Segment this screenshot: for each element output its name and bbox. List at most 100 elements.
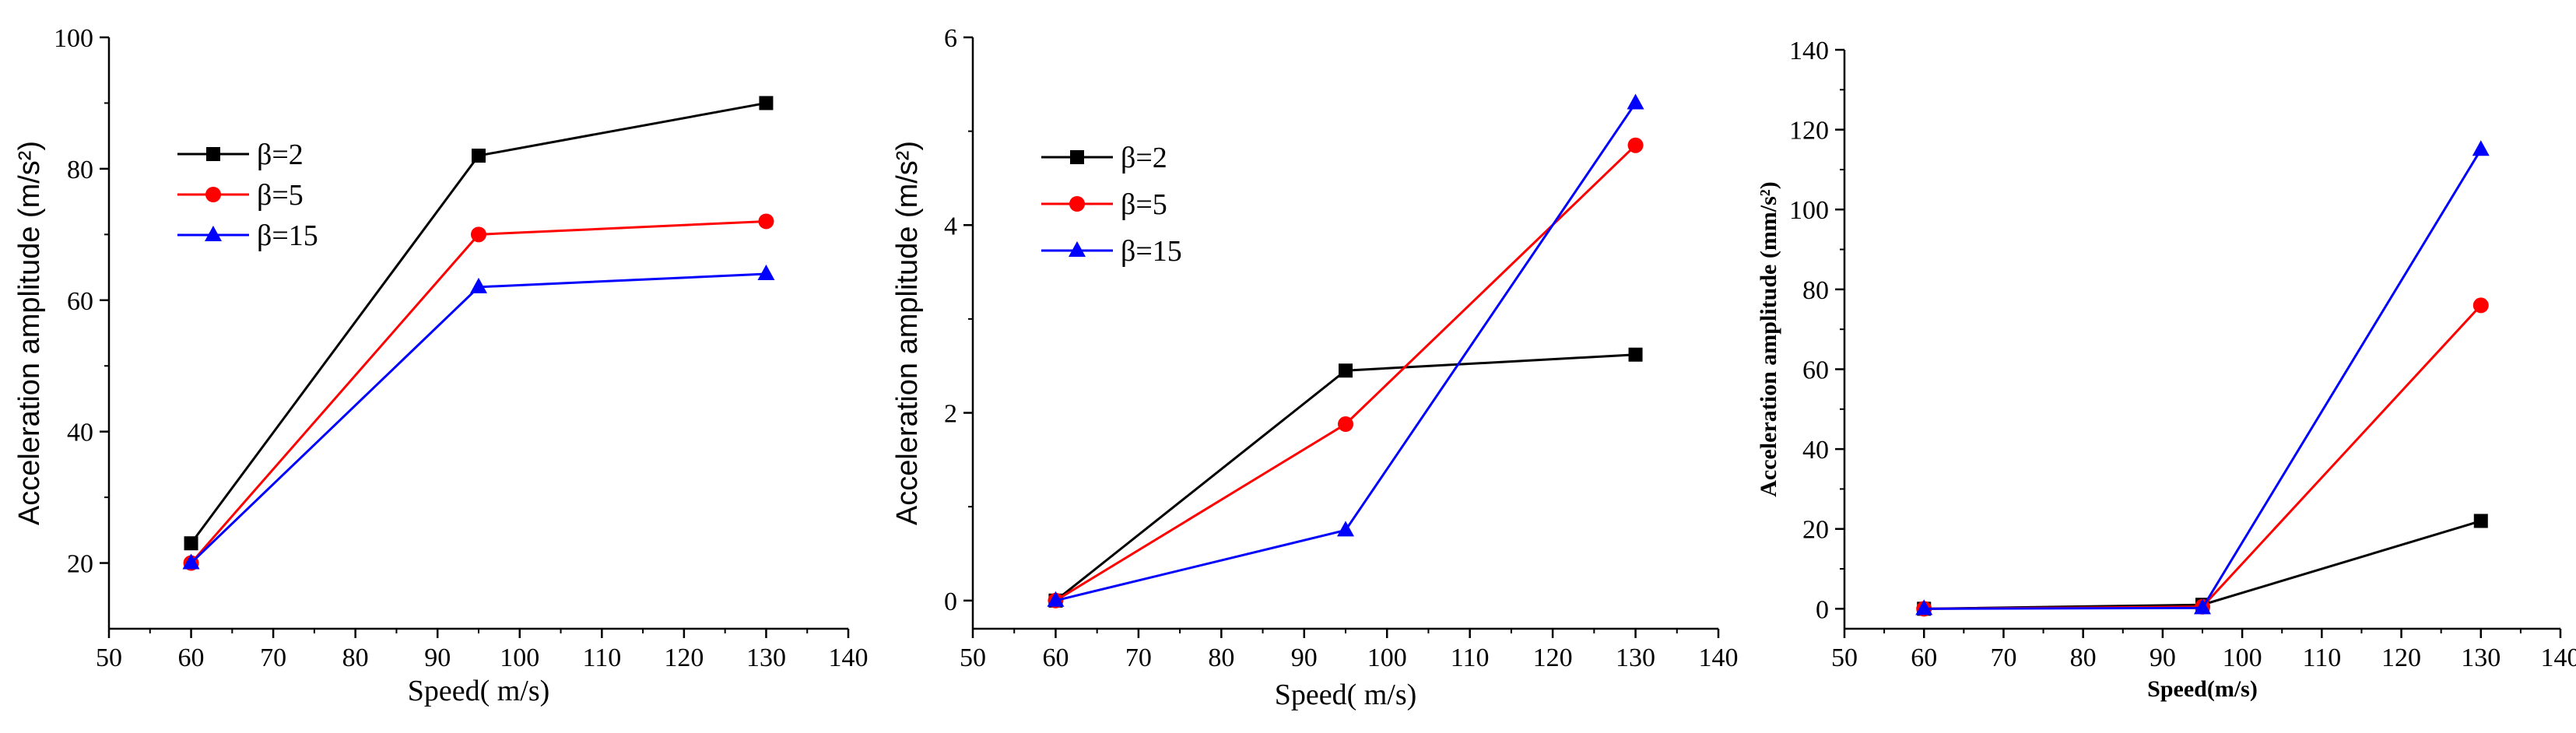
- data-point: [2472, 140, 2490, 156]
- legend-marker: [1069, 241, 1086, 257]
- chart-panel-1: 50 60 70 80 90 100 110 120 130 140 20 40 60 80 100 Spee…: [13, 24, 869, 707]
- series-line: [1055, 353, 1636, 601]
- x-tick-label: 120: [664, 644, 704, 672]
- x-tick-label: 110: [582, 644, 621, 672]
- chart-panel-3: 50 60 70 80 90 100 110 120 130 140 0 20 40 60 80 100 120…: [1756, 37, 2576, 702]
- series-β=15: [182, 265, 775, 570]
- y-tick-label: 80: [1802, 276, 1829, 305]
- x-tick-label: 70: [1990, 644, 2016, 672]
- x-tick-label: 90: [424, 644, 451, 672]
- y-axis-title: Acceleration amplitude (m/s²): [891, 141, 924, 525]
- series-β=5: [183, 213, 774, 571]
- data-point: [1627, 93, 1644, 110]
- y-tick-label: 140: [1789, 37, 1829, 65]
- x-tick-label: 60: [1042, 644, 1069, 672]
- legend-entry: β=2: [177, 139, 304, 171]
- chart-panel-2: 50 60 70 80 90 100 110 120 130 140 0 2 4 6 Speed( m/s)…: [891, 24, 1739, 711]
- series-β=5: [1916, 297, 2489, 617]
- y-tick-label: 100: [54, 24, 93, 53]
- data-point: [757, 265, 775, 280]
- series-line: [1924, 149, 2483, 610]
- series-β=15: [1047, 93, 1644, 607]
- legend-marker: [205, 187, 221, 202]
- y-tick-label: 2: [944, 400, 957, 429]
- legend-entry: β=15: [1041, 235, 1182, 268]
- x-tick-label: 50: [1831, 644, 1858, 672]
- axes: 50 60 70 80 90 100 110 120 130 140 0 20 40 60 80 100 120…: [1789, 37, 2576, 672]
- series-β=15: [1915, 140, 2490, 616]
- series-β=2: [1048, 347, 1643, 608]
- legend-label: β=15: [1121, 235, 1182, 268]
- axes: 50 60 70 80 90 100 110 120 130 140 0 2 4 6: [944, 24, 1739, 672]
- x-tick-label: 60: [178, 644, 205, 672]
- x-tick-label: 100: [2223, 644, 2262, 672]
- data-point: [470, 277, 487, 293]
- data-point: [1047, 591, 1065, 607]
- data-point: [1338, 416, 1353, 433]
- x-tick-label: 100: [500, 644, 539, 672]
- x-tick-label: 110: [1451, 644, 1490, 672]
- y-tick-label: 40: [67, 419, 93, 447]
- axes: 50 60 70 80 90 100 110 120 130 140 20 40 60 80 100: [54, 24, 869, 672]
- series-line: [1924, 304, 2482, 610]
- x-tick-label: 80: [1208, 644, 1234, 672]
- x-axis-title: Speed( m/s): [408, 675, 550, 707]
- data-point: [759, 96, 774, 110]
- legend-label: β=5: [1121, 188, 1167, 221]
- series-β=2: [184, 96, 774, 551]
- y-tick-label: 20: [1802, 516, 1829, 545]
- x-tick-label: 50: [96, 644, 122, 672]
- x-tick-label: 90: [2150, 644, 2176, 672]
- x-tick-label: 110: [2302, 644, 2341, 672]
- data-point: [472, 149, 486, 163]
- y-tick-label: 60: [1802, 356, 1829, 384]
- legend-entry: β=2: [1041, 142, 1167, 174]
- y-tick-label: 80: [67, 156, 93, 184]
- legend-label: β=2: [1121, 142, 1167, 174]
- data-point: [1339, 363, 1353, 378]
- legend-label: β=2: [257, 139, 304, 171]
- data-point: [182, 553, 200, 570]
- x-tick-label: 90: [1291, 644, 1318, 672]
- data-point: [184, 536, 198, 551]
- x-tick-label: 60: [1911, 644, 1937, 672]
- data-point: [1915, 599, 1933, 616]
- series-line: [1924, 520, 2482, 610]
- x-tick-label: 70: [1125, 644, 1152, 672]
- legend-entry: β=15: [177, 219, 318, 252]
- y-tick-label: 20: [67, 550, 93, 579]
- series-line: [190, 272, 767, 564]
- x-axis-title: Speed( m/s): [1275, 679, 1417, 711]
- y-tick-label: 0: [1816, 595, 1829, 624]
- y-tick-label: 60: [67, 287, 93, 316]
- x-tick-label: 120: [1533, 644, 1573, 672]
- x-tick-label: 140: [2541, 644, 2576, 672]
- y-tick-label: 4: [944, 212, 957, 240]
- legend-entry: β=5: [177, 179, 304, 212]
- data-point: [758, 213, 774, 230]
- x-axis-title: Speed(m/s): [2147, 676, 2258, 702]
- legend-entry: β=5: [1041, 188, 1167, 221]
- x-tick-label: 100: [1367, 644, 1407, 672]
- x-tick-label: 130: [1616, 644, 1655, 672]
- x-tick-label: 140: [1699, 644, 1739, 672]
- legend-marker: [1069, 196, 1085, 212]
- data-point: [2473, 514, 2488, 528]
- x-tick-label: 140: [829, 644, 869, 672]
- data-point: [1627, 137, 1644, 153]
- legend-label: β=5: [257, 179, 304, 212]
- data-point: [2194, 598, 2211, 615]
- x-tick-label: 130: [746, 644, 786, 672]
- x-tick-label: 50: [960, 644, 986, 672]
- legend-marker: [205, 226, 222, 241]
- x-tick-label: 80: [2070, 644, 2097, 672]
- y-axis-title: Acceleration amplitude (m/s²): [13, 141, 46, 525]
- y-tick-label: 0: [944, 587, 957, 616]
- x-tick-label: 130: [2461, 644, 2501, 672]
- legend-marker: [206, 147, 220, 161]
- y-axis-title: Acceleration amplitude (mm/s²): [1756, 181, 1781, 497]
- legend-marker: [1070, 150, 1084, 164]
- series-line: [190, 219, 767, 564]
- y-tick-label: 40: [1802, 436, 1829, 465]
